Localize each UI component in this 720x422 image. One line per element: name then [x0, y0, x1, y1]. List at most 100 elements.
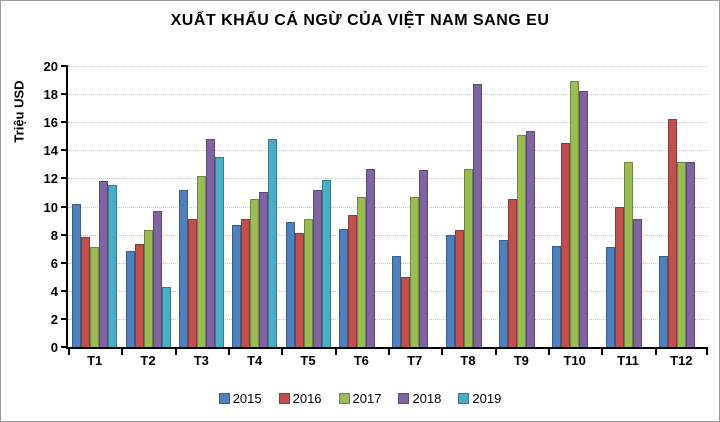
- gridline-y-12: [68, 178, 708, 180]
- gridline-y-14: [68, 150, 708, 152]
- x-tick-label-T4: T4: [247, 353, 263, 368]
- bar-2015-T7: [392, 255, 402, 347]
- legend-swatch-2017: [338, 393, 350, 404]
- bar-2016-T9: [507, 199, 517, 347]
- legend-label-2017: 2017: [352, 391, 382, 406]
- legend-item-2015: 2015: [218, 391, 262, 406]
- legend-item-2018: 2018: [398, 391, 441, 406]
- legend-swatch-2015: [218, 393, 230, 404]
- bar-2016-T12: [667, 119, 677, 347]
- y-axis-tick: [61, 233, 68, 236]
- bar-2017-T8: [463, 168, 473, 347]
- chart-title: XUẤT KHẨU CÁ NGỪ CỦA VIỆT NAM SANG EU: [170, 12, 550, 29]
- x-tick-label-T10: T10: [563, 353, 586, 368]
- bar-2018-T7: [419, 169, 429, 347]
- bar-2018-T4: [259, 192, 269, 347]
- bar-2017-T1: [90, 247, 100, 347]
- bar-2015-T5: [285, 221, 295, 347]
- bar-2017-T3: [196, 175, 206, 347]
- x-axis-tick: [654, 349, 657, 355]
- x-tick-label-T7: T7: [407, 353, 423, 368]
- x-tick-label-T2: T2: [140, 353, 156, 368]
- gridline-y-18: [68, 94, 708, 96]
- gridline-y-8: [68, 234, 708, 236]
- y-axis-tick: [61, 261, 68, 264]
- bar-2017-T12: [676, 161, 686, 347]
- bar-2017-T9: [516, 134, 526, 347]
- bar-2019-T4: [268, 139, 278, 347]
- bar-2018-T8: [472, 84, 482, 347]
- bar-2016-T11: [614, 206, 624, 347]
- legend-label-2019: 2019: [472, 391, 502, 406]
- legend-item-2019: 2019: [458, 391, 501, 406]
- bar-2016-T8: [454, 230, 464, 347]
- bar-2015-T12: [658, 255, 668, 347]
- bar-2017-T2: [143, 230, 153, 347]
- x-axis-tick: [334, 349, 337, 355]
- x-axis-tick: [121, 349, 124, 355]
- bar-2019-T3: [214, 157, 224, 347]
- gridline-y-6: [68, 262, 708, 264]
- x-tick-label-T5: T5: [300, 353, 316, 368]
- bar-2016-T4: [241, 219, 251, 347]
- bar-2018-T12: [685, 161, 695, 347]
- bar-2015-T2: [125, 251, 135, 347]
- x-axis-tick: [281, 349, 284, 355]
- y-tick-label-6: 6: [50, 255, 58, 271]
- y-tick-label-0: 0: [50, 340, 58, 355]
- bar-2018-T9: [525, 130, 535, 347]
- x-tick-label-T3: T3: [193, 353, 209, 368]
- bar-2016-T1: [81, 237, 91, 347]
- bar-2015-T4: [232, 224, 242, 347]
- bar-2018-T6: [365, 168, 375, 347]
- y-tick-label-8: 8: [50, 227, 58, 243]
- x-tick-label-T6: T6: [353, 353, 369, 368]
- legend-item-2017: 2017: [338, 391, 382, 406]
- x-tick-label-T1: T1: [87, 353, 103, 368]
- bar-2017-T6: [356, 196, 366, 347]
- bar-2016-T7: [401, 276, 411, 347]
- bar-2016-T2: [134, 244, 144, 347]
- bar-2019-T2: [161, 286, 171, 347]
- bar-2016-T10: [561, 143, 571, 347]
- bar-2016-T5: [294, 233, 304, 347]
- y-tick-label-18: 18: [43, 87, 58, 103]
- plot-area: 0 2 4 6 8 10 12 14 16 18 20 T1 T2 T3 T4 T5 T6 T7 T8 T9 T10 T1…: [44, 60, 708, 368]
- x-axis-tick: [441, 349, 444, 355]
- y-tick-label-14: 14: [43, 143, 58, 159]
- bar-2017-T10: [570, 81, 580, 347]
- x-axis-tick: [601, 349, 604, 355]
- y-axis-tick: [61, 149, 68, 152]
- bar-2018-T1: [99, 181, 109, 347]
- y-axis-label: Triệu USD: [11, 80, 27, 143]
- x-axis-tick: [548, 349, 550, 355]
- y-tick-label-20: 20: [43, 59, 58, 74]
- bar-2019-T1: [108, 185, 118, 347]
- y-axis-tick: [61, 289, 68, 292]
- bar-2018-T10: [579, 91, 589, 347]
- bar-2018-T2: [152, 210, 162, 347]
- x-tick-label-T12: T12: [670, 353, 693, 368]
- x-axis-tick: [706, 349, 708, 355]
- y-axis-tick: [61, 317, 68, 320]
- x-axis-tick: [174, 349, 177, 355]
- bar-2018-T11: [632, 219, 642, 347]
- bar-2017-T5: [303, 219, 313, 347]
- gridline-y-2: [68, 318, 708, 320]
- legend-label-2016: 2016: [292, 391, 322, 406]
- y-axis-tick: [61, 93, 68, 96]
- bar-2018-T5: [312, 189, 322, 347]
- bar-2015-T9: [498, 240, 508, 347]
- bar-2015-T1: [72, 203, 82, 347]
- bar-2019-T5: [321, 179, 331, 347]
- bar-2017-T11: [623, 161, 633, 347]
- x-axis-tick: [68, 349, 70, 355]
- gridline-y-4: [68, 290, 708, 292]
- bar-2017-T4: [250, 199, 260, 347]
- legend-swatch-2019: [458, 393, 470, 404]
- legend-label-2018: 2018: [412, 391, 442, 406]
- gridline-y-10: [68, 206, 708, 208]
- bar-2017-T7: [410, 196, 420, 347]
- y-axis-tick: [61, 65, 68, 67]
